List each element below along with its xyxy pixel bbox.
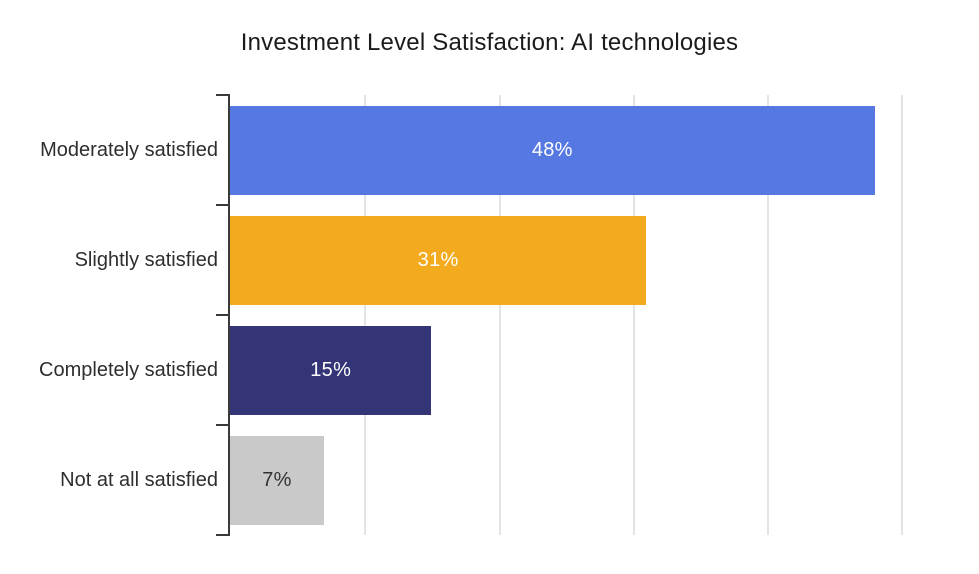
gridline-20 — [498, 95, 501, 535]
category-label-completely-satisfied: Completely satisfied — [39, 358, 218, 381]
y-axis-tick — [216, 314, 230, 316]
bar-not-at-all-satisfied: 7% — [230, 435, 324, 525]
gridline-40 — [767, 95, 770, 535]
y-axis-tick — [216, 204, 230, 206]
bar-completely-satisfied: 15% — [230, 325, 432, 415]
y-axis-tick — [216, 424, 230, 426]
y-axis-tick — [216, 534, 230, 536]
y-axis-tick — [216, 94, 230, 96]
bar-moderately-satisfied: 48% — [230, 105, 875, 195]
chart-title: Investment Level Satisfaction: AI techno… — [240, 29, 739, 56]
category-label-not-at-all-satisfied: Not at all satisfied — [60, 468, 218, 491]
bar-value-label: 7% — [262, 468, 292, 491]
category-label-slightly-satisfied: Slightly satisfied — [74, 248, 218, 271]
bar-value-label: 15% — [310, 358, 352, 381]
bar-slightly-satisfied: 31% — [230, 215, 647, 305]
gridline-30 — [632, 95, 635, 535]
gridline-50 — [901, 95, 904, 535]
plot-area: 48% 31% 15% 7% — [230, 95, 978, 535]
category-label-moderately-satisfied: Moderately satisfied — [40, 138, 218, 161]
gridline-10 — [364, 95, 367, 535]
bar-value-label: 48% — [531, 138, 573, 161]
bar-value-label: 31% — [417, 248, 459, 271]
